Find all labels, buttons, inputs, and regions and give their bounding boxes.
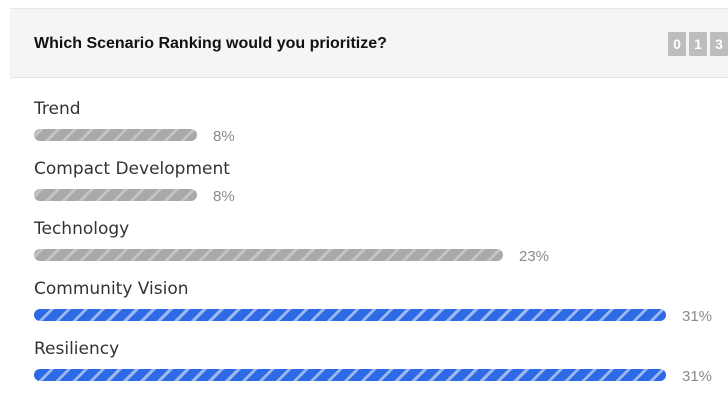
vote-counter: 0 1 3 <box>668 32 728 56</box>
poll-option-trend[interactable]: Trend 8% <box>10 94 728 154</box>
poll-option-resiliency[interactable]: Resiliency 31% <box>10 334 728 394</box>
poll-question: Which Scenario Ranking would you priorit… <box>34 35 387 52</box>
vote-counter-digit: 1 <box>689 32 707 56</box>
vote-counter-digit: 3 <box>710 32 728 56</box>
option-percent: 31% <box>682 308 713 325</box>
option-percent: 23% <box>519 248 550 265</box>
option-label: Community Vision <box>34 279 189 299</box>
poll-option-community-vision[interactable]: Community Vision 31% <box>10 274 728 334</box>
option-percent: 8% <box>213 128 235 145</box>
result-bar <box>34 189 197 201</box>
poll-options: Trend 8% Compact Development 8% Technolo… <box>10 94 728 394</box>
result-bar <box>34 369 666 381</box>
poll-option-compact-development[interactable]: Compact Development 8% <box>10 154 728 214</box>
option-label: Trend <box>34 99 81 119</box>
vote-counter-digit: 0 <box>668 32 686 56</box>
option-label: Technology <box>34 219 130 239</box>
result-bar <box>34 249 503 261</box>
result-bar <box>34 129 197 141</box>
option-percent: 31% <box>682 368 713 385</box>
result-bar <box>34 309 666 321</box>
option-label: Resiliency <box>34 339 120 359</box>
option-label: Compact Development <box>34 159 230 179</box>
poll-card: Which Scenario Ranking would you priorit… <box>10 8 728 417</box>
poll-header: Which Scenario Ranking would you priorit… <box>10 8 728 78</box>
poll-option-technology[interactable]: Technology 23% <box>10 214 728 274</box>
option-percent: 8% <box>213 188 235 205</box>
